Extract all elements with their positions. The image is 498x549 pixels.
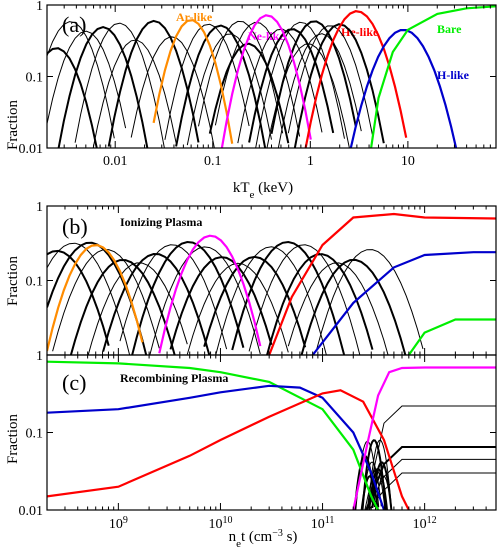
panel-b: (b) Ionizing Plasma Fraction [5, 214, 202, 306]
other-ion-curve [92, 39, 177, 148]
other-ion-curve [365, 446, 496, 510]
other-ion-curve [47, 30, 127, 129]
series-bare-curve [47, 360, 380, 510]
series-ne-like-curve [352, 366, 496, 510]
other-ion-curve [315, 249, 424, 351]
panel-a-xtick-label: 10 [401, 154, 415, 169]
panel-b-label: (b) [62, 214, 88, 239]
series-ar-like-curve [47, 243, 144, 352]
other-ion-curve [277, 33, 362, 148]
other-ion-curve [186, 33, 272, 146]
other-ion-curve [74, 22, 165, 148]
other-ion-curve [69, 259, 176, 355]
series-he-like-curve [268, 212, 496, 355]
other-ion-curve [47, 249, 110, 346]
panel-a-xtick-label: 0.1 [204, 154, 222, 169]
panel-a-curves [47, 5, 496, 148]
annotation-ar-like: Ar-like [176, 10, 213, 24]
panel-c-ylabel: Fraction [5, 414, 21, 464]
other-ion-curve [287, 25, 373, 136]
series-he-like-curve [47, 389, 410, 510]
series-h-like-curve [311, 251, 496, 355]
other-ion-curve [57, 26, 149, 148]
other-ion-curve [47, 242, 131, 355]
panel-b-ylabel: Fraction [5, 256, 21, 306]
panel-c-xtick-label: 1012 [413, 515, 437, 533]
panel-c-xtick-label: 109 [109, 515, 128, 533]
other-ion-curve [231, 240, 346, 355]
annotation-bare: Bare [437, 22, 462, 36]
other-ion-curve [266, 253, 374, 355]
panel-b-ytick-label: 1 [36, 200, 43, 215]
other-ion-curve [237, 28, 323, 144]
panel-c: (c) Recombining Plasma Fraction net (cm−… [5, 370, 297, 549]
panel-a-xtick-label: 0.01 [103, 154, 128, 169]
panel-c-xlabel: net (cm−3 s) [229, 528, 298, 549]
panel-a-xlabel: kTe (keV) [233, 180, 293, 201]
other-ion-curve [300, 258, 407, 355]
other-ion-curve [368, 472, 496, 510]
panel-c-ytick-label: 0.1 [26, 427, 44, 442]
panel-c-ytick-label: 0.01 [19, 504, 44, 519]
other-ion-curve [287, 262, 389, 355]
other-ion-curve [293, 23, 385, 148]
series-bare-curve [370, 5, 496, 148]
panel-a-xtick-label: 1 [307, 154, 314, 169]
panel-b-frame [46, 205, 497, 356]
chart-marks-layer: 0.01 0.1 1 0.01 0.1 1 10 0.1 1 0.01 0.1 1 109 1010 101… [19, 0, 497, 532]
other-ion-curve [215, 246, 327, 355]
annotation-he-like: He-like [341, 25, 379, 39]
panel-a-label: (a) [62, 12, 86, 37]
panel-b-curves [47, 212, 496, 355]
other-ion-curve [47, 21, 115, 139]
other-ion-curve [47, 241, 148, 355]
panel-a-ytick-label: 0.1 [26, 71, 44, 86]
other-ion-curve [248, 244, 361, 355]
panel-a-ytick-label: 0.01 [19, 142, 44, 157]
panel-c-title: Recombining Plasma [120, 371, 228, 385]
panel-c-ytick-label: 1 [36, 349, 43, 364]
other-ion-curve [248, 28, 335, 143]
other-ion-curve [169, 256, 273, 350]
series-ne-like-curve [158, 234, 262, 354]
series-ne-like-curve [220, 14, 312, 148]
panel-a-ytick-label: 1 [36, 0, 43, 14]
other-ion-curve [270, 20, 357, 134]
other-ion-curve [149, 246, 261, 355]
series-h-like-curve [349, 29, 458, 148]
other-ion-curve [364, 405, 496, 510]
other-ion-curve [119, 244, 228, 350]
series-h-like-curve [47, 384, 386, 510]
other-ion-curve [107, 19, 200, 147]
panel-c-label: (c) [62, 370, 86, 395]
annotation-h-like: H-like [437, 68, 470, 82]
other-ion-curve [186, 262, 289, 355]
other-ion-curve [175, 24, 267, 148]
other-ion-curve [87, 262, 188, 355]
other-ion-curve [130, 36, 215, 148]
other-ion-curve [164, 23, 250, 140]
panel-b-title: Ionizing Plasma [120, 215, 202, 229]
other-ion-curve [47, 47, 98, 148]
panel-c-xtick-label: 1010 [208, 515, 232, 533]
series-ar-like-curve [152, 18, 234, 144]
panel-c-curves [47, 360, 496, 510]
series-bare-curve [407, 318, 496, 355]
panel-b-ytick-label: 0.1 [26, 275, 44, 290]
panel-a-ylabel: Fraction [5, 100, 21, 150]
other-ion-curve [208, 42, 290, 144]
panel-c-xtick-label: 1011 [311, 515, 335, 533]
